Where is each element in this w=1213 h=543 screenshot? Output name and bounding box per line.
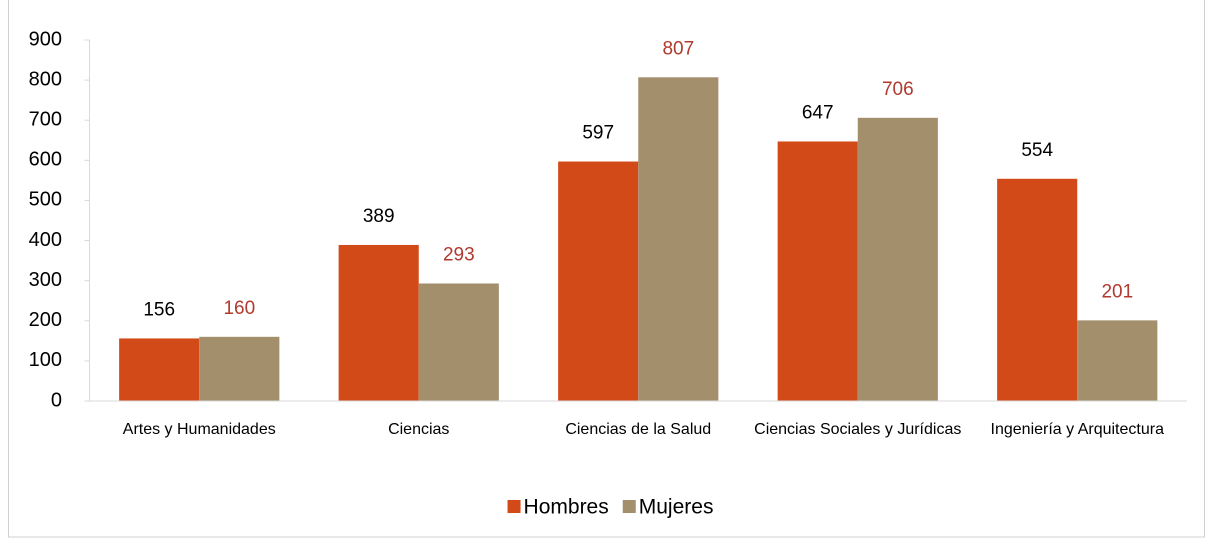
legend-label: Mujeres	[639, 496, 714, 519]
x-tick-label: Ciencias	[388, 421, 449, 438]
value-label: 389	[363, 206, 395, 227]
value-label: 156	[143, 299, 175, 320]
y-tick-label: 100	[29, 349, 62, 371]
legend-label: Hombres	[524, 496, 609, 519]
bar	[338, 244, 419, 401]
x-tick-label: Ingeniería y Arquitectura	[991, 421, 1165, 438]
value-label: 293	[443, 244, 475, 265]
value-label: 647	[802, 102, 834, 123]
y-tick-label: 500	[29, 189, 62, 211]
y-tick-label: 900	[29, 28, 62, 50]
bar	[119, 338, 200, 401]
legend: Hombres Mujeres	[507, 496, 714, 519]
value-label: 201	[1101, 281, 1133, 302]
legend-swatch	[507, 500, 521, 513]
x-tick-label: Ciencias de la Salud	[565, 421, 711, 438]
bar	[997, 178, 1078, 401]
bar	[418, 283, 499, 401]
value-label: 807	[662, 38, 694, 59]
x-tick-label: Ciencias Sociales y Jurídicas	[754, 421, 961, 438]
y-tick-label: 800	[29, 68, 62, 90]
value-label: 160	[223, 298, 255, 319]
bar	[777, 141, 858, 401]
y-tick-label: 0	[51, 389, 62, 411]
y-tick-label: 200	[29, 309, 62, 331]
bar	[638, 77, 719, 401]
bar	[857, 117, 938, 401]
chart-frame	[8, 0, 1205, 538]
legend-swatch	[622, 500, 636, 513]
y-tick-label: 700	[29, 109, 62, 131]
value-label: 706	[882, 79, 914, 100]
x-tick-label: Artes y Humanidades	[123, 421, 276, 438]
value-label: 554	[1021, 140, 1053, 161]
bar	[558, 161, 639, 401]
y-tick-label: 400	[29, 229, 62, 251]
bar	[1077, 320, 1158, 401]
value-label: 597	[582, 123, 614, 144]
bar	[199, 336, 280, 401]
y-tick-label: 300	[29, 269, 62, 291]
y-tick-label: 600	[29, 149, 62, 171]
